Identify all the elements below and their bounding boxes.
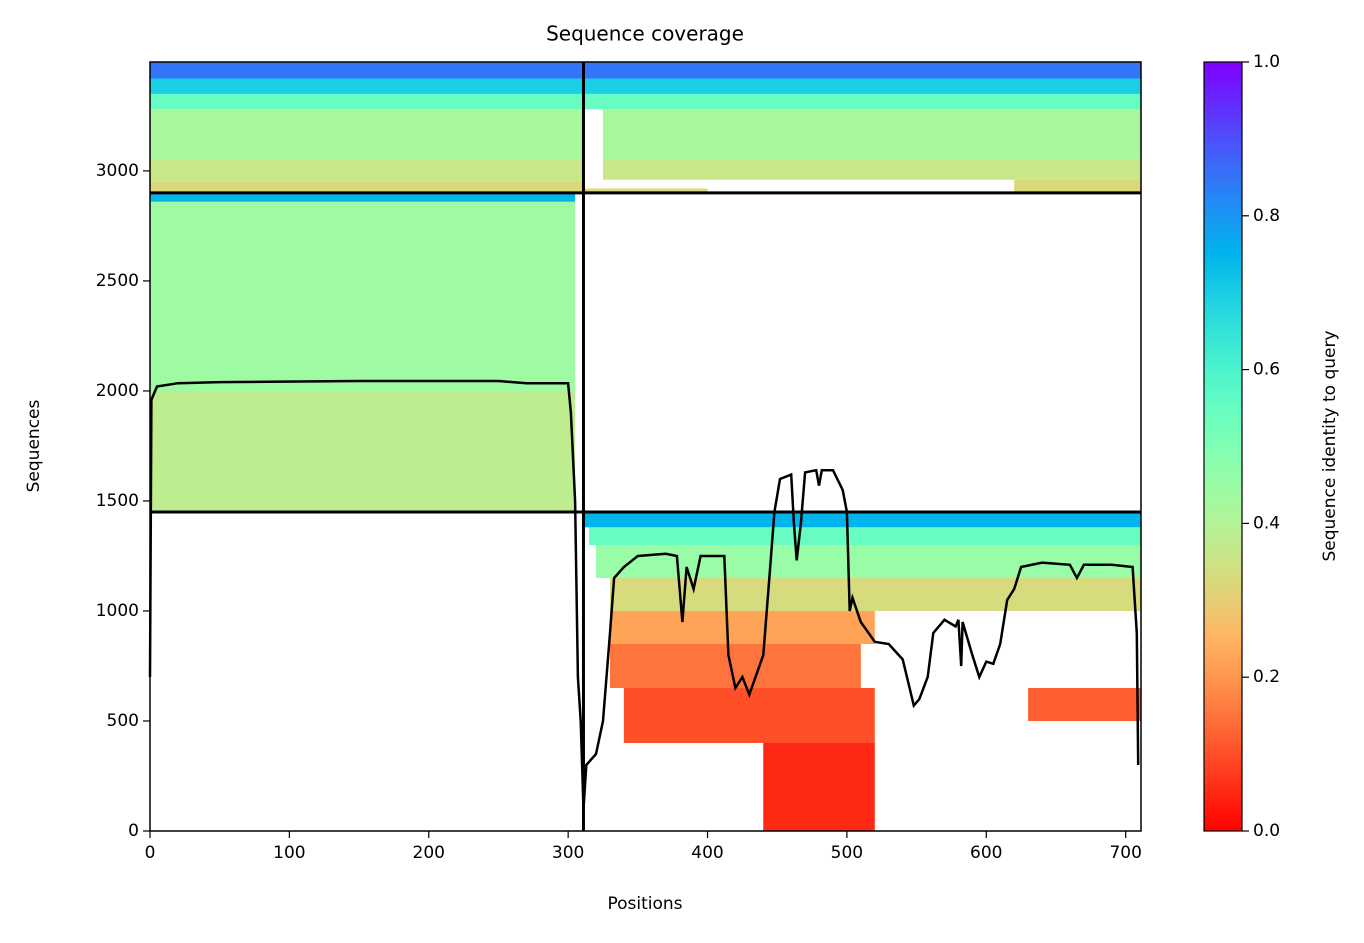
colorbar-label: Sequence identity to query xyxy=(1320,330,1340,561)
identity-band xyxy=(583,78,1141,94)
coverage-line xyxy=(148,379,1140,810)
identity-band xyxy=(150,78,584,94)
colorbar-tick-label: 0.4 xyxy=(1253,513,1280,533)
colorbar-tick-label: 0.0 xyxy=(1253,821,1280,841)
colorbar-tick-label: 1.0 xyxy=(1253,52,1280,72)
identity-band xyxy=(609,610,875,644)
x-axis-label: Positions xyxy=(607,894,682,914)
x-tick-label: 500 xyxy=(831,843,863,863)
identity-band xyxy=(1014,179,1141,193)
identity-band xyxy=(1028,687,1141,721)
identity-band xyxy=(763,742,875,831)
identity-band xyxy=(150,93,584,110)
y-tick-label: 500 xyxy=(107,711,139,731)
x-tick-label: 300 xyxy=(552,843,584,863)
y-tick-label: 2000 xyxy=(96,381,139,401)
chart-title: Sequence coverage xyxy=(546,22,744,46)
x-tick-label: 400 xyxy=(691,843,723,863)
identity-band xyxy=(609,643,861,688)
y-tick-label: 3000 xyxy=(96,161,139,181)
identity-band xyxy=(150,201,576,391)
identity-band xyxy=(150,192,576,202)
colorbar-tick-label: 0.6 xyxy=(1253,360,1280,380)
x-tick-label: 600 xyxy=(970,843,1002,863)
y-axis-label: Sequences xyxy=(24,400,44,493)
x-tick-label: 200 xyxy=(413,843,445,863)
colorbar-tick-label: 0.8 xyxy=(1253,206,1280,226)
y-tick-label: 1000 xyxy=(96,601,139,621)
identity-band xyxy=(150,159,584,182)
identity-band xyxy=(602,109,1141,160)
identity-band xyxy=(583,511,1141,528)
colorbar-tick-label: 0.2 xyxy=(1253,667,1280,687)
y-tick-label: 2500 xyxy=(96,271,139,291)
identity-band xyxy=(583,62,1141,79)
identity-band xyxy=(150,109,584,160)
identity-band xyxy=(583,188,708,193)
identity-band xyxy=(602,159,1141,180)
plot-frame xyxy=(149,61,1142,832)
x-tick-label: 100 xyxy=(273,843,305,863)
identity-band xyxy=(583,93,1141,110)
y-tick-label: 1500 xyxy=(96,491,139,511)
colorbar xyxy=(1203,61,1243,832)
identity-band xyxy=(150,181,584,193)
x-tick-label: 0 xyxy=(145,843,156,863)
identity-band xyxy=(589,527,1141,545)
identity-band xyxy=(609,577,1141,611)
identity-band xyxy=(150,62,584,79)
y-tick-label: 0 xyxy=(128,821,139,841)
identity-band xyxy=(150,390,576,512)
x-tick-label: 700 xyxy=(1109,843,1141,863)
